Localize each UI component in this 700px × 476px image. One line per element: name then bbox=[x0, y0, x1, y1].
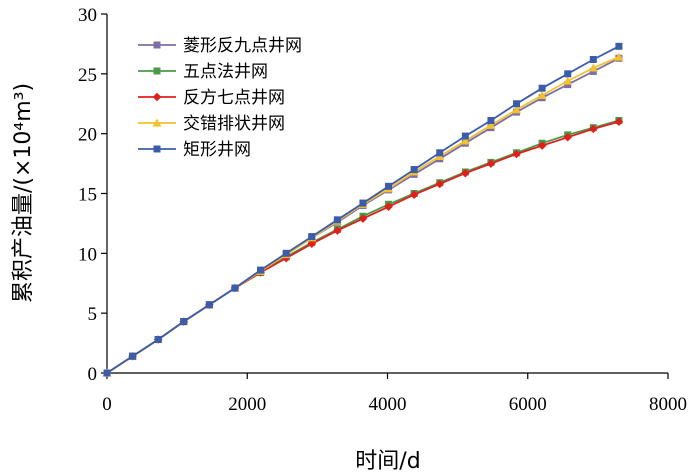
data-point bbox=[358, 214, 368, 223]
y-tick-label: 20 bbox=[78, 125, 97, 146]
y-tick-label: 0 bbox=[88, 364, 98, 385]
legend-entry: 五点法井网 bbox=[138, 62, 268, 82]
data-point bbox=[537, 141, 547, 150]
y-tick-label: 5 bbox=[88, 304, 98, 325]
data-point bbox=[333, 216, 341, 224]
data-point bbox=[435, 179, 445, 189]
x-axis-title: 时间/d bbox=[355, 449, 420, 474]
data-point bbox=[564, 70, 572, 78]
legend-marker bbox=[152, 118, 162, 127]
legend-label: 菱形反九点井网 bbox=[183, 36, 302, 56]
data-point bbox=[410, 166, 418, 174]
y-ticks: 0 5 10 15 20 25 30 bbox=[78, 5, 107, 385]
data-point bbox=[563, 76, 573, 85]
data-point bbox=[563, 132, 573, 142]
data-point bbox=[436, 149, 444, 157]
data-point bbox=[180, 318, 188, 326]
data-point bbox=[589, 124, 598, 134]
x-tick-label: 6000 bbox=[509, 394, 547, 415]
x-tick-label: 4000 bbox=[369, 394, 407, 415]
data-point bbox=[461, 132, 469, 140]
legend-entry: 交错排状井网 bbox=[138, 114, 285, 134]
legend-label: 交错排状井网 bbox=[183, 114, 285, 134]
data-point bbox=[461, 168, 470, 178]
x-tick-label: 0 bbox=[102, 394, 112, 415]
data-point bbox=[205, 301, 213, 309]
data-point bbox=[359, 199, 367, 207]
data-point bbox=[460, 136, 470, 145]
data-point bbox=[513, 100, 521, 108]
series-5 bbox=[103, 42, 623, 377]
series-layer bbox=[102, 42, 624, 378]
data-point bbox=[486, 120, 496, 129]
y-axis-title: 累积产油量/(×10⁴m³) bbox=[11, 83, 36, 303]
series-3 bbox=[102, 117, 624, 378]
legend-entry: 反方七点井网 bbox=[138, 88, 285, 108]
data-point bbox=[615, 42, 623, 50]
data-point bbox=[154, 335, 162, 343]
y-tick-label: 10 bbox=[78, 244, 97, 265]
data-point bbox=[512, 149, 521, 159]
data-point bbox=[588, 63, 598, 72]
legend-entry: 菱形反九点井网 bbox=[138, 36, 302, 56]
data-point bbox=[308, 233, 316, 241]
data-point bbox=[129, 352, 137, 360]
legend-label: 反方七点井网 bbox=[183, 88, 285, 108]
legend-label: 五点法井网 bbox=[183, 62, 268, 82]
data-point bbox=[333, 226, 342, 235]
data-point bbox=[307, 239, 317, 249]
series-2 bbox=[103, 117, 623, 377]
legend-marker bbox=[153, 41, 161, 49]
data-point bbox=[282, 249, 290, 257]
x-tick-label: 8000 bbox=[649, 394, 687, 415]
data-point bbox=[538, 84, 546, 92]
y-tick-label: 15 bbox=[78, 185, 97, 206]
data-point bbox=[385, 182, 393, 190]
data-point bbox=[537, 90, 547, 99]
y-tick-label: 30 bbox=[78, 5, 97, 26]
data-point bbox=[589, 55, 597, 63]
data-point bbox=[614, 52, 624, 61]
data-point bbox=[614, 117, 624, 126]
legend-marker bbox=[153, 145, 161, 153]
y-tick-label: 25 bbox=[78, 65, 97, 86]
legend-label: 矩形井网 bbox=[183, 140, 251, 160]
legend-entry: 矩形井网 bbox=[138, 140, 251, 160]
data-point bbox=[231, 284, 239, 292]
data-point bbox=[409, 190, 419, 199]
data-point bbox=[486, 159, 496, 168]
legend-marker bbox=[153, 67, 161, 75]
x-ticks: 0 2000 4000 6000 8000 bbox=[102, 373, 687, 415]
legend-marker bbox=[152, 92, 162, 102]
data-point bbox=[103, 369, 111, 377]
data-point bbox=[257, 266, 265, 274]
data-point bbox=[487, 117, 495, 125]
data-point bbox=[512, 105, 522, 114]
x-tick-label: 2000 bbox=[228, 394, 266, 415]
data-point bbox=[384, 202, 393, 211]
